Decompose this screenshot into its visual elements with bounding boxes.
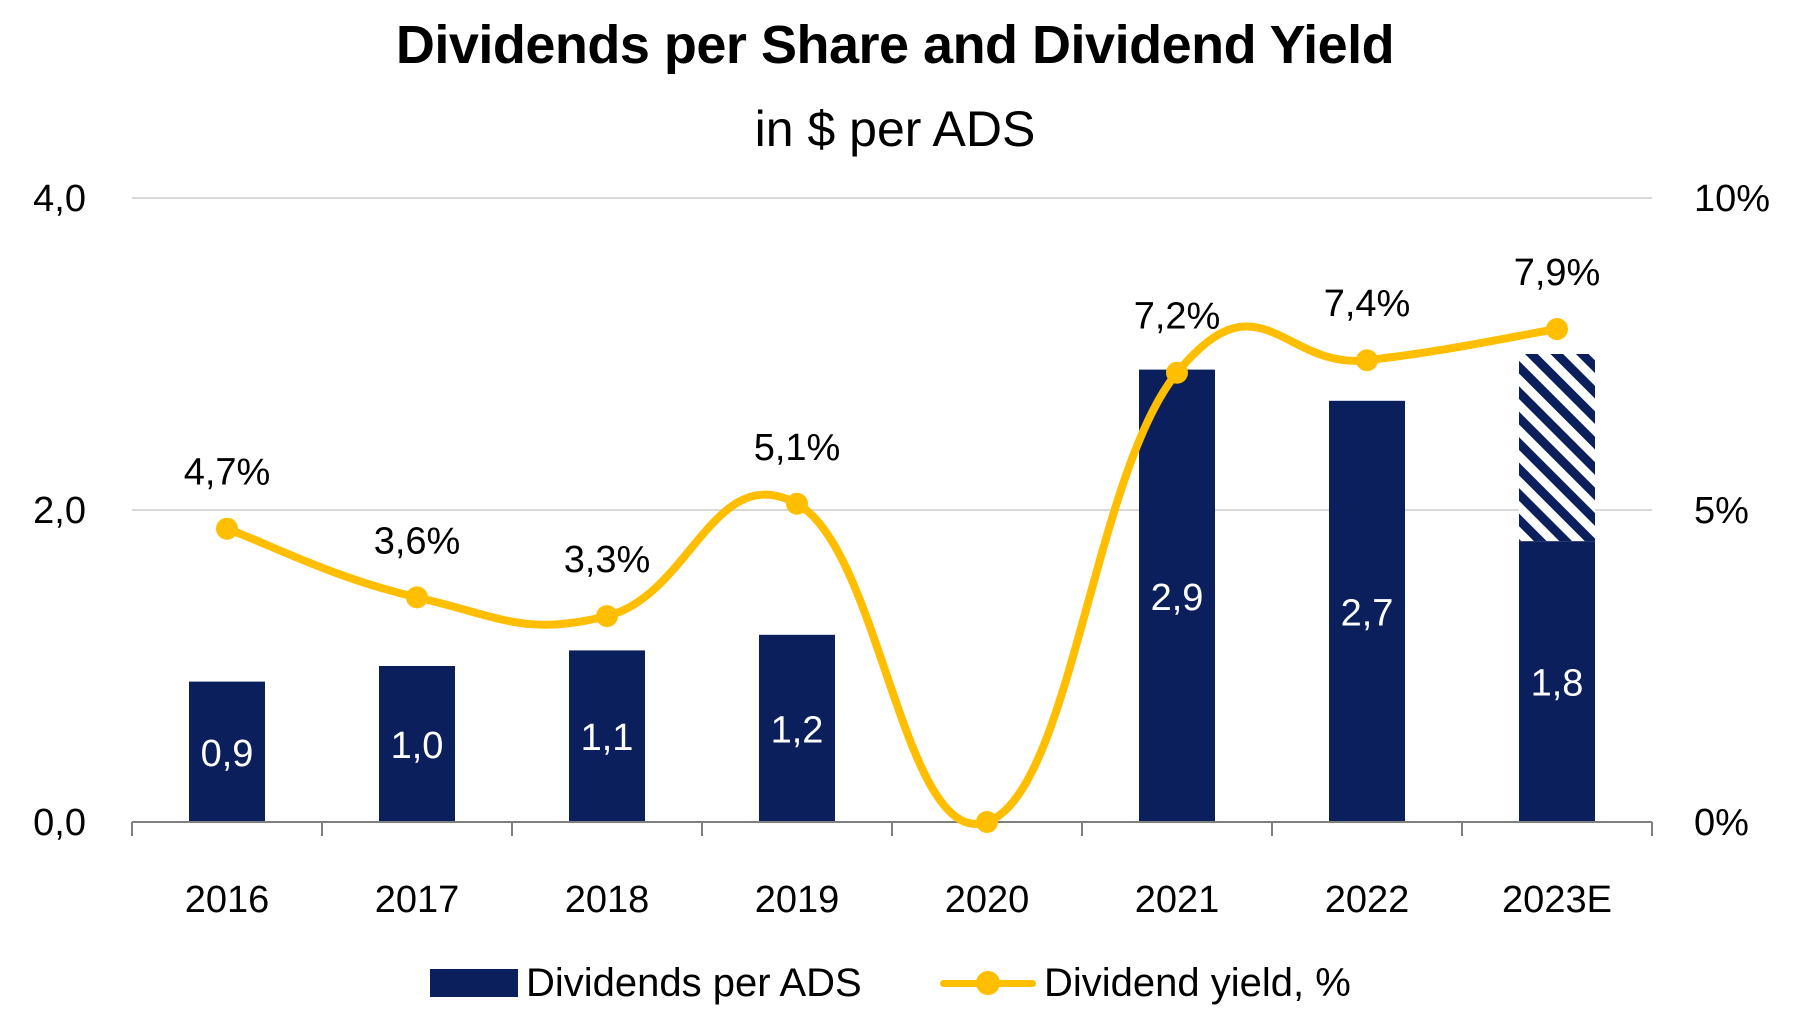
right-axis-tick-label: 0%: [1694, 802, 1749, 844]
yield-value-label: 4,7%: [184, 452, 271, 494]
yield-point: [596, 605, 618, 628]
left-axis-tick-label: 0,0: [33, 802, 86, 844]
bar: [1139, 369, 1215, 822]
bar: [379, 666, 455, 822]
line-series: [216, 318, 1568, 833]
bar-value-label: 1,8: [1531, 663, 1584, 705]
bar: [759, 634, 835, 822]
bar-value-label: 2,7: [1341, 592, 1394, 634]
yield-value-label: 7,4%: [1324, 283, 1411, 325]
x-axis: 2016 2017 2018 2019 2020 2021 2022 2023E: [131, 821, 1653, 921]
yield-point: [216, 517, 238, 540]
yield-value-label: 5,1%: [754, 427, 841, 469]
legend-label-yield: Dividend yield, %: [1044, 960, 1351, 1005]
right-axis-tick-label: 5%: [1694, 490, 1749, 532]
left-axis-tick-label: 2,0: [33, 490, 86, 532]
legend-item-yield: Dividend yield, %: [940, 958, 1351, 1008]
bar-projected-segment: [1519, 354, 1595, 542]
yield-value-label: 3,3%: [564, 539, 651, 581]
x-axis-label: 2021: [1135, 879, 1220, 921]
right-axis-tick-label: 10%: [1694, 178, 1770, 220]
bar: [189, 681, 265, 822]
yield-point: [786, 492, 808, 515]
x-axis-label: 2022: [1325, 879, 1410, 921]
yield-value-label: 7,2%: [1134, 296, 1221, 338]
data-labels: 0,9 1,0 1,1 1,2 2,9 2,7 1,8 4,7% 3,6% 3,3% 5,1% 7,2…: [184, 252, 1601, 775]
bar-value-label: 2,9: [1151, 577, 1204, 619]
bar-value-label: 1,1: [581, 717, 634, 759]
yield-point: [1356, 349, 1378, 372]
bar-value-label: 0,9: [201, 733, 254, 775]
legend-marker: [976, 971, 1000, 995]
left-axis-tick-label: 4,0: [33, 178, 86, 220]
legend-bar-swatch: [430, 969, 518, 997]
yield-line: [223, 322, 1561, 828]
gridlines: 4,0 2,0 0,0 10% 5% 0%: [33, 178, 1770, 844]
yield-value-label: 7,9%: [1514, 252, 1601, 294]
x-axis-label: 2019: [755, 879, 840, 921]
x-axis-label: 2020: [945, 879, 1030, 921]
legend-label-dividends: Dividends per ADS: [526, 960, 862, 1005]
chart-title: Dividends per Share and Dividend Yield: [395, 15, 1395, 75]
chart-subtitle: in $ per ADS: [754, 101, 1036, 157]
legend-line-swatch: [940, 963, 1036, 1003]
yield-point: [406, 586, 428, 609]
bar: [1329, 400, 1405, 822]
legend-item-dividends: Dividends per ADS: [430, 958, 862, 1008]
yield-point: [976, 811, 998, 833]
yield-point: [1166, 361, 1188, 384]
bar-value-label: 1,0: [391, 725, 444, 767]
yield-point: [1546, 318, 1568, 341]
bar: [569, 650, 645, 822]
x-axis-label: 2016: [185, 879, 270, 921]
legend: Dividends per ADS Dividend yield, %: [0, 958, 1794, 1008]
x-axis-label: 2018: [565, 879, 650, 921]
x-axis-label: 2017: [375, 879, 460, 921]
bar: [1519, 541, 1595, 822]
bar-series: [189, 354, 1595, 822]
x-axis-label: 2023E: [1502, 879, 1612, 921]
yield-value-label: 3,6%: [374, 520, 461, 562]
bar-value-label: 1,2: [771, 709, 824, 751]
